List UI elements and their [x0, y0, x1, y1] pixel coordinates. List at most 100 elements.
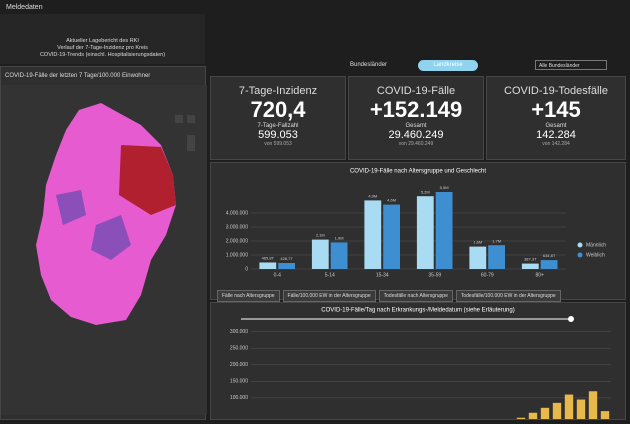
y-tick-label: 3.000.000: [226, 224, 248, 230]
link-area: Aktueller Lagebericht des RKI Verlauf de…: [0, 14, 205, 64]
kpi-title: COVID-19-Todesfälle: [504, 85, 608, 97]
map-title: COVID-19-Fälle der letzten 7 Tage/100.00…: [5, 73, 151, 79]
x-tick-label: 60-79: [481, 272, 494, 278]
value-label: 1,6M: [473, 240, 482, 245]
legend-swatch: [577, 252, 583, 258]
y-tick-label: 4.000.000: [226, 210, 248, 216]
y-tick-label: 1.000.000: [226, 252, 248, 258]
kpi-note: von 599.053: [264, 141, 292, 147]
bar: [435, 192, 453, 269]
region-mid: [56, 190, 86, 225]
value-label: 634,8T: [543, 253, 556, 258]
age-chart: COVID-19-Fälle nach Altersgruppe und Ges…: [226, 169, 606, 279]
button[interactable]: Fälle nach Altersgruppe: [217, 290, 280, 302]
y-tick-label: 300.000: [230, 329, 248, 335]
bar: [488, 245, 505, 269]
bar: [278, 262, 295, 269]
kpi-note: von 142.284: [542, 141, 570, 147]
x-tick-label: 15-34: [376, 272, 389, 278]
tab-active[interactable]: Landkreise: [418, 60, 478, 71]
value-label: 5,2M: [421, 189, 430, 194]
chart-title: COVID-19-Fälle/Tag nach Erkrankungs-/Mel…: [321, 308, 514, 314]
links: Aktueller Lagebericht des RKI Verlauf de…: [0, 38, 205, 59]
bar: [528, 412, 538, 424]
x-tick-label: 35-59: [428, 272, 441, 278]
link[interactable]: Verlauf der 7-Tage-Inzidenz pro Kreis: [57, 45, 148, 51]
bar: [364, 200, 382, 269]
header-title: Meldedaten: [6, 4, 43, 11]
slider-handle[interactable]: [568, 316, 574, 322]
kpi-sub-label: 7-Tage-Fallzahl: [257, 123, 299, 129]
value-label: 4,6M: [387, 198, 396, 203]
kpi-sub-value: 599.053: [258, 129, 298, 141]
bar: [552, 402, 562, 424]
value-label: 387,3T: [524, 257, 537, 262]
daily-chart: COVID-19-Fälle/Tag nach Erkrankungs-/Mel…: [230, 308, 611, 424]
map-controls: [175, 115, 195, 151]
tab[interactable]: Bundesländer: [350, 62, 388, 68]
chart-title: COVID-19-Fälle nach Altersgruppe und Ges…: [350, 169, 486, 175]
bar: [540, 260, 558, 269]
bar: [564, 394, 574, 424]
y-tick-label: 0: [245, 266, 248, 272]
zoom-control[interactable]: [187, 135, 195, 151]
kpi-title: COVID-19-Fälle: [376, 85, 456, 97]
age-chart-panel: COVID-19-Fälle nach Altersgruppe und Ges…: [210, 162, 626, 302]
kpi-sub-value: 29.460.249: [388, 129, 444, 141]
button[interactable]: Todesfälle nach Altersgruppe: [378, 290, 453, 302]
bar: [416, 196, 434, 269]
map-button[interactable]: [187, 115, 195, 123]
kpi-title: 7-Tage-Inzidenz: [238, 85, 318, 97]
bar: [540, 407, 550, 424]
map: [1, 85, 207, 415]
kpi-card: COVID-19-Todesfälle +145 Gesamt 142.284 …: [486, 76, 626, 160]
tab-bar: Bundesländer Landkreise Alle Bundeslände…: [210, 60, 630, 74]
kpi-card: 7-Tage-Inzidenz 720,4 7-Tage-Fallzahl 59…: [210, 76, 346, 160]
dropdown[interactable]: Alle Bundesländer: [535, 60, 607, 70]
x-tick-label: 5-14: [325, 272, 335, 278]
button[interactable]: Fälle/100.000 EW in der Altersgruppe: [282, 290, 376, 302]
bar: [469, 246, 487, 269]
y-tick-label: 200.000: [230, 362, 248, 368]
kpi-sub-label: Gesamt: [405, 123, 427, 129]
bar: [259, 262, 277, 269]
value-label: 1,7M: [492, 238, 501, 243]
y-tick-label: 2.000.000: [226, 238, 248, 244]
bar: [588, 391, 598, 424]
kpi-sub-label: Gesamt: [545, 123, 567, 129]
y-tick-label: 250.000: [230, 346, 248, 352]
region-high: [119, 145, 176, 215]
bar: [576, 399, 586, 424]
y-tick-label: 150.000: [230, 379, 248, 385]
map-panel: COVID-19-Fälle der letzten 7 Tage/100.00…: [0, 66, 207, 420]
x-tick-label: 80+: [536, 272, 545, 278]
region-mid: [91, 215, 131, 260]
x-tick-label: 0-4: [274, 272, 281, 278]
button-row: Fälle nach Altersgruppe Fälle/100.000 EW …: [211, 284, 625, 302]
legend-label: Männlich: [586, 242, 606, 248]
y-tick-label: 100.000: [230, 395, 248, 401]
map-button[interactable]: [175, 115, 183, 123]
daily-chart-panel: COVID-19-Fälle/Tag nach Erkrankungs-/Mel…: [210, 302, 626, 424]
value-label: 428,7T: [280, 256, 293, 261]
value-label: 2,1M: [316, 233, 325, 238]
value-label: 5,5M: [440, 185, 449, 190]
button[interactable]: Todesfälle/100.000 EW in der Altersgrupp…: [455, 290, 561, 302]
bar: [600, 411, 610, 424]
bar: [311, 239, 329, 269]
kpi-value: +152.149: [369, 97, 463, 122]
value-label: 1,9M: [335, 235, 344, 240]
value-label: 4,9M: [368, 193, 377, 198]
link[interactable]: Aktueller Lagebericht des RKI: [66, 38, 139, 44]
link[interactable]: COVID-19-Trends (einschl. Hospitalisieru…: [39, 52, 166, 58]
kpi-sub-value: 142.284: [536, 129, 576, 141]
kpi-value: +145: [531, 97, 581, 122]
kpi-value: 720,4: [250, 97, 306, 122]
kpi-note: von 29.460.249: [398, 141, 434, 147]
kpi-card: COVID-19-Fälle +152.149 Gesamt 29.460.24…: [348, 76, 484, 160]
bar: [521, 263, 539, 269]
bar: [330, 242, 348, 269]
legend-label: Weiblich: [586, 252, 605, 258]
